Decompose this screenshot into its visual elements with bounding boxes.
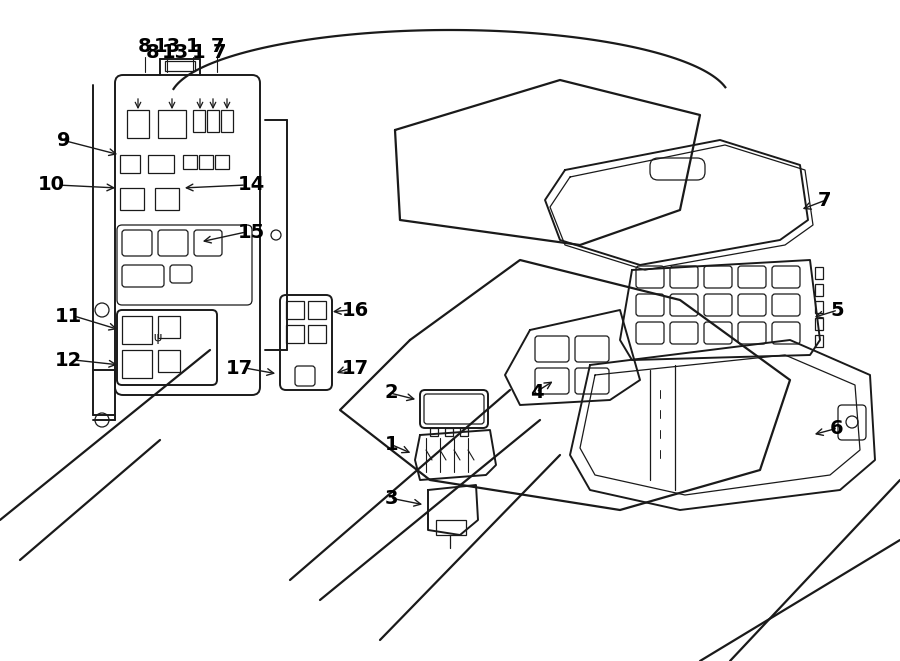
Text: 1: 1 [193,42,206,61]
Bar [815,301,823,313]
Text: 1: 1 [384,434,398,453]
Bar [286,325,304,343]
Text: 16: 16 [342,301,369,319]
Bar [308,325,326,343]
Text: 6: 6 [830,418,843,438]
Text: 7: 7 [213,42,227,61]
Text: 8: 8 [139,38,152,56]
Bar [815,335,823,347]
Bar [158,350,180,372]
Bar [815,267,823,279]
Text: 11: 11 [55,307,82,325]
Bar [155,188,179,210]
Text: 7: 7 [211,38,224,56]
Bar [308,301,326,319]
Text: 17: 17 [226,358,253,377]
Text: 1: 1 [186,38,200,56]
Text: 13: 13 [161,42,189,61]
Text: 13: 13 [153,38,181,56]
Text: 14: 14 [238,176,266,194]
Text: 12: 12 [55,350,82,369]
Bar [215,155,229,169]
Bar [148,155,174,173]
Text: 9: 9 [57,130,70,149]
Bar [199,155,213,169]
Bar [815,284,823,296]
Text: 15: 15 [238,223,266,241]
Bar [436,520,466,535]
Text: 17: 17 [342,358,369,377]
Bar [193,110,205,132]
Bar [183,155,197,169]
Bar [127,110,149,138]
Text: 5: 5 [830,301,843,319]
Text: 2: 2 [384,383,398,403]
Bar [165,61,195,71]
Bar [286,301,304,319]
Bar [158,316,180,338]
Bar [122,316,152,344]
Text: 3: 3 [384,488,398,508]
Bar [120,188,144,210]
Text: 7: 7 [818,190,832,210]
Bar [430,428,438,436]
Text: 8: 8 [146,42,160,61]
Bar [158,110,186,138]
Bar [815,318,823,330]
Text: ψ: ψ [153,332,161,344]
Bar [460,428,468,436]
Bar [122,350,152,378]
Bar [120,155,140,173]
Bar [207,110,219,132]
Text: 10: 10 [38,176,65,194]
Text: 4: 4 [530,383,544,401]
Bar [221,110,233,132]
Bar [445,428,453,436]
